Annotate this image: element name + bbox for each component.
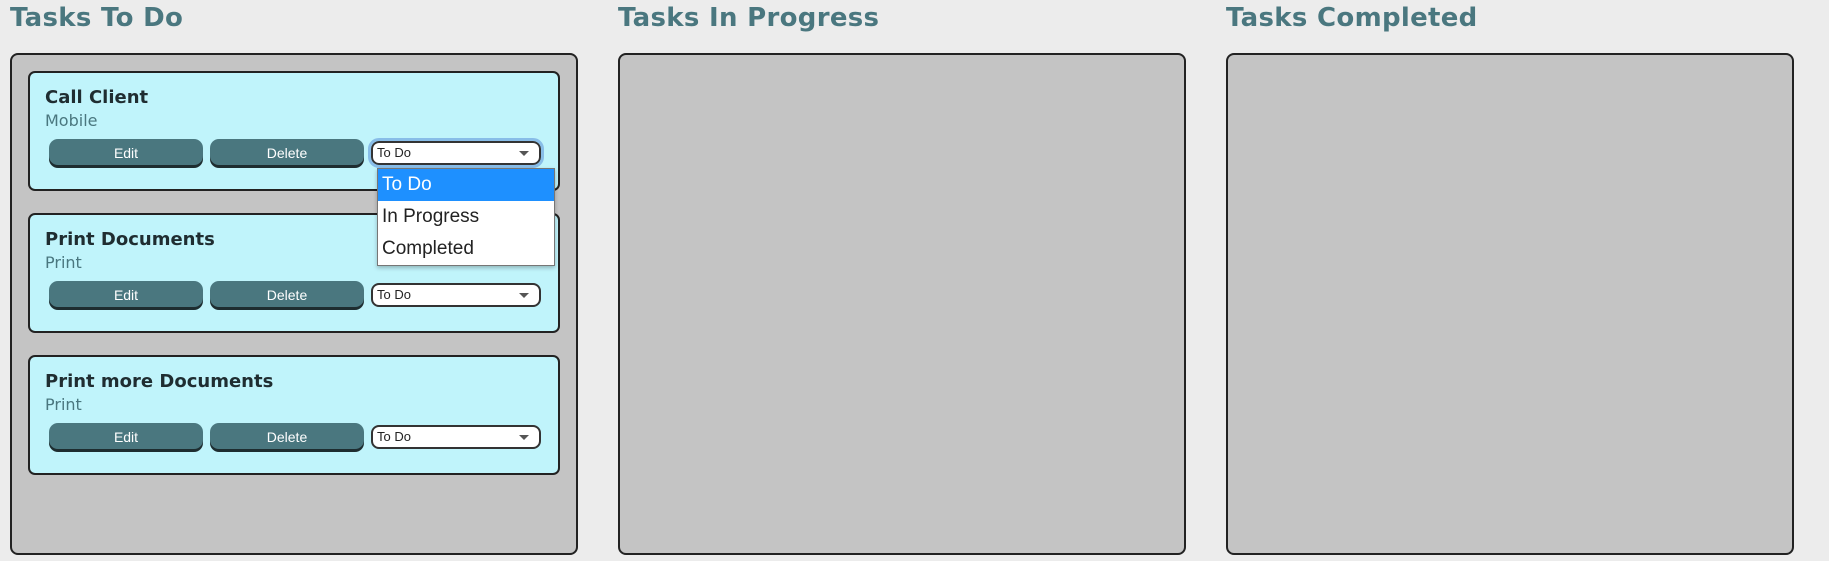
status-select-value: To Do <box>377 287 411 302</box>
delete-button[interactable]: Delete <box>210 423 364 449</box>
column-title-in-progress: Tasks In Progress <box>618 3 880 33</box>
status-select-value: To Do <box>377 429 411 444</box>
task-category: Mobile <box>45 111 98 130</box>
delete-button[interactable]: Delete <box>210 139 364 165</box>
column-body-todo: Call Client Mobile Edit Delete To Do Pri… <box>10 53 578 555</box>
column-title-todo: Tasks To Do <box>10 3 184 33</box>
task-category: Print <box>45 253 82 272</box>
column-todo: Tasks To Do Call Client Mobile Edit Dele… <box>10 0 578 555</box>
chevron-down-icon <box>519 435 529 440</box>
chevron-down-icon <box>519 151 529 156</box>
dropdown-option-completed[interactable]: Completed <box>382 238 474 259</box>
edit-button[interactable]: Edit <box>49 423 203 449</box>
status-select[interactable]: To Do <box>371 425 541 449</box>
edit-button[interactable]: Edit <box>49 139 203 165</box>
task-card: Print Documents Print Edit Delete To Do <box>28 213 560 333</box>
delete-button[interactable]: Delete <box>210 281 364 307</box>
column-in-progress: Tasks In Progress <box>618 0 1186 555</box>
task-card: Call Client Mobile Edit Delete To Do <box>28 71 560 191</box>
status-dropdown-list: To Do In Progress Completed <box>377 168 555 266</box>
task-title: Print Documents <box>45 229 215 250</box>
column-title-completed: Tasks Completed <box>1226 3 1478 33</box>
column-body-completed <box>1226 53 1794 555</box>
task-title: Call Client <box>45 87 149 108</box>
status-select-value: To Do <box>377 145 411 160</box>
column-body-in-progress <box>618 53 1186 555</box>
task-category: Print <box>45 395 82 414</box>
status-select[interactable]: To Do <box>368 138 544 168</box>
edit-button[interactable]: Edit <box>49 281 203 307</box>
chevron-down-icon <box>519 293 529 298</box>
column-completed: Tasks Completed <box>1226 0 1794 555</box>
task-title: Print more Documents <box>45 371 274 392</box>
dropdown-option-todo[interactable]: To Do <box>378 169 554 201</box>
status-select[interactable]: To Do <box>371 283 541 307</box>
dropdown-option-in-progress[interactable]: In Progress <box>382 206 480 227</box>
task-card: Print more Documents Print Edit Delete T… <box>28 355 560 475</box>
